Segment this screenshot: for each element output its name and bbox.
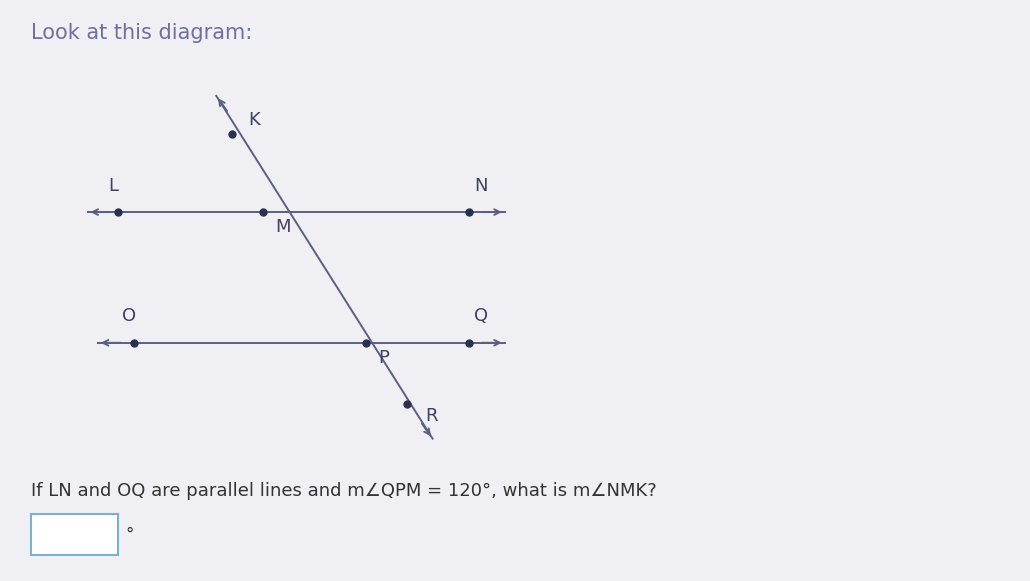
Text: °: ° [126,526,134,543]
Text: Q: Q [474,307,488,325]
FancyBboxPatch shape [31,514,118,555]
Text: R: R [425,407,438,425]
Text: K: K [248,111,260,129]
Text: M: M [275,218,290,236]
Text: L: L [108,177,118,195]
Text: O: O [122,307,136,325]
Text: P: P [378,349,389,367]
Text: If LN and OQ are parallel lines and m∠QPM = 120°, what is m∠NMK?: If LN and OQ are parallel lines and m∠QP… [31,482,657,500]
Text: N: N [474,177,487,195]
Text: Look at this diagram:: Look at this diagram: [31,23,252,43]
